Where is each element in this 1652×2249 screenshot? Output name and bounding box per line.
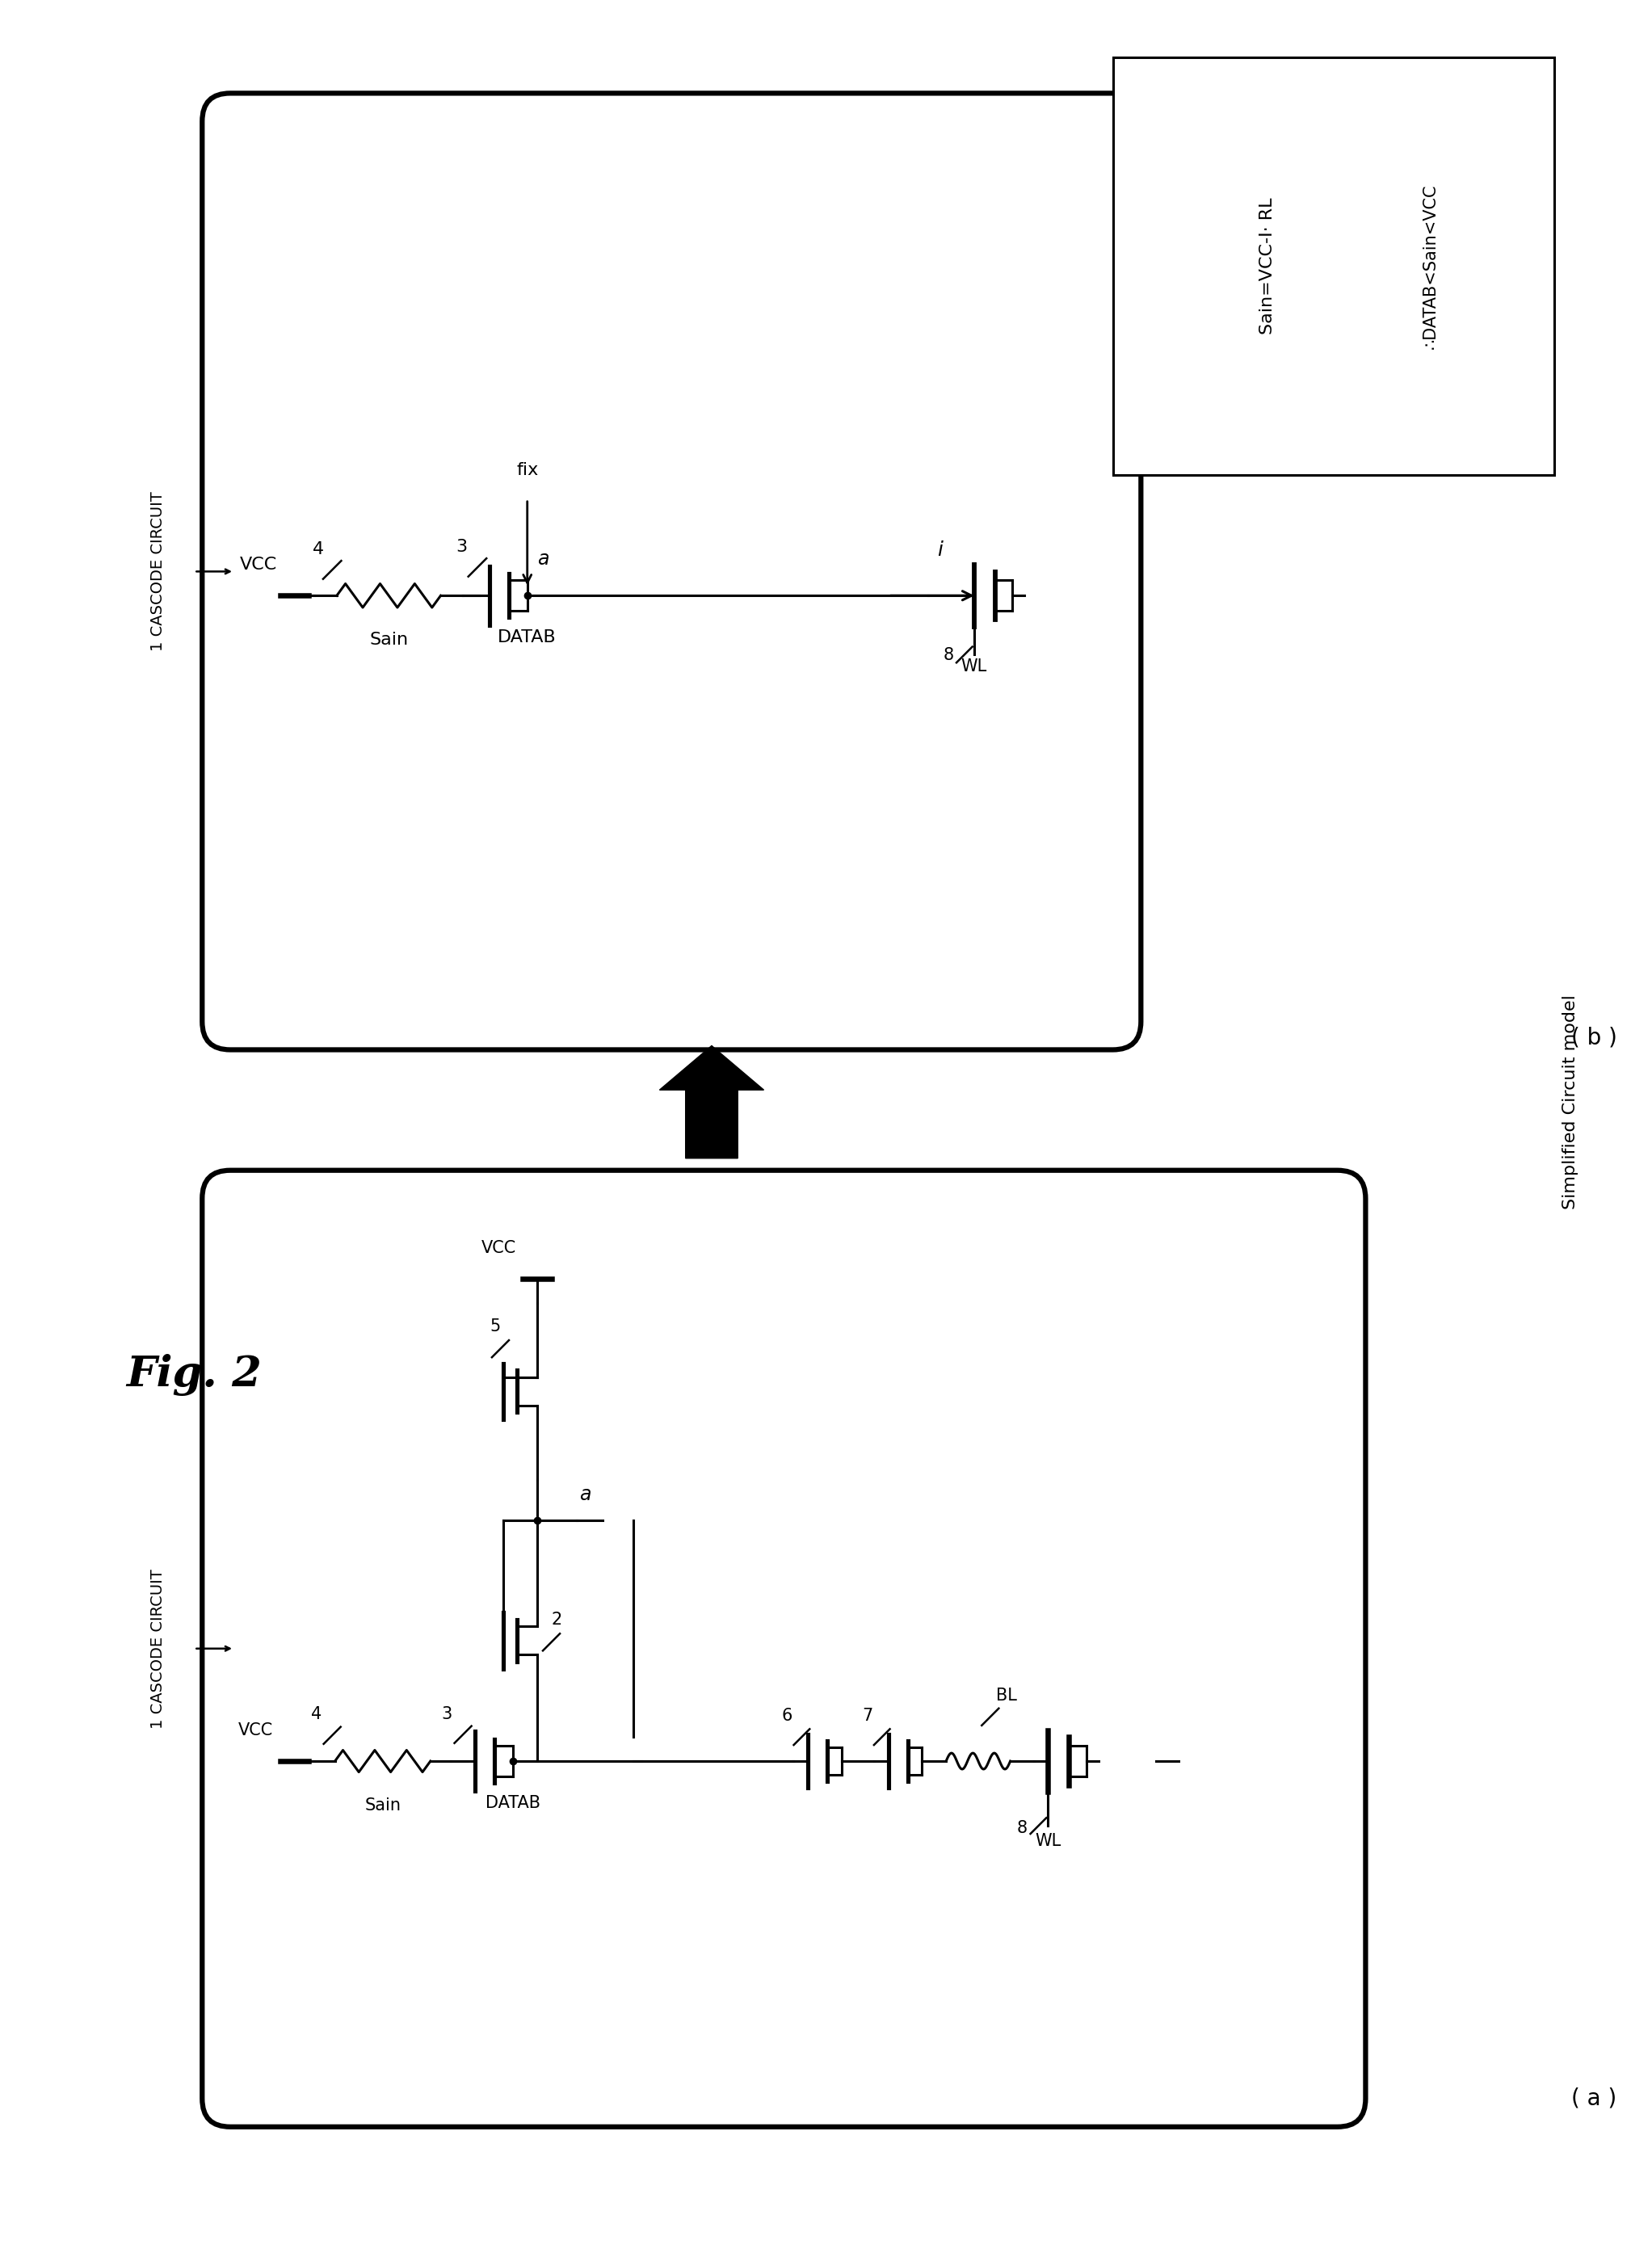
Text: 1 CASCODE CIRCUIT: 1 CASCODE CIRCUIT — [150, 1570, 165, 1729]
Text: WL: WL — [1036, 1833, 1061, 1849]
Bar — [1113, 56, 1555, 475]
Text: WL: WL — [961, 659, 986, 675]
Text: i: i — [937, 540, 943, 560]
Text: VCC: VCC — [481, 1239, 515, 1257]
FancyBboxPatch shape — [202, 92, 1142, 1050]
Text: 4: 4 — [312, 540, 324, 558]
Text: DATAB: DATAB — [497, 630, 557, 645]
Text: 3: 3 — [441, 1707, 453, 1723]
Text: ( b ): ( b ) — [1571, 1026, 1617, 1048]
Text: 6: 6 — [781, 1707, 793, 1725]
Text: 8: 8 — [943, 648, 953, 663]
FancyArrow shape — [659, 1046, 763, 1158]
Text: VCC: VCC — [240, 558, 278, 573]
Text: 3: 3 — [456, 538, 468, 556]
Text: 1 CASCODE CIRCUIT: 1 CASCODE CIRCUIT — [150, 493, 165, 652]
Text: Simplified Circuit model: Simplified Circuit model — [1563, 994, 1578, 1210]
Text: VCC: VCC — [238, 1723, 274, 1738]
Text: 7: 7 — [862, 1707, 872, 1725]
Text: a: a — [537, 549, 548, 569]
Text: DATAB: DATAB — [486, 1795, 540, 1810]
Text: ( a ): ( a ) — [1571, 2087, 1617, 2110]
Text: 4: 4 — [311, 1707, 322, 1723]
Text: 2: 2 — [552, 1613, 562, 1628]
Text: Sain: Sain — [365, 1797, 401, 1813]
Text: 5: 5 — [489, 1318, 501, 1334]
FancyBboxPatch shape — [202, 1169, 1366, 2128]
Text: 8: 8 — [1018, 1819, 1028, 1835]
Text: Sain: Sain — [370, 632, 408, 648]
Text: fix: fix — [517, 461, 539, 479]
Text: a: a — [580, 1484, 591, 1505]
Text: Fig. 2: Fig. 2 — [126, 1354, 261, 1397]
Text: Sain=VCC-I· RL: Sain=VCC-I· RL — [1259, 198, 1275, 335]
Text: BL: BL — [996, 1689, 1016, 1705]
Text: ∴DATAB<Sain<VCC: ∴DATAB<Sain<VCC — [1422, 184, 1439, 349]
